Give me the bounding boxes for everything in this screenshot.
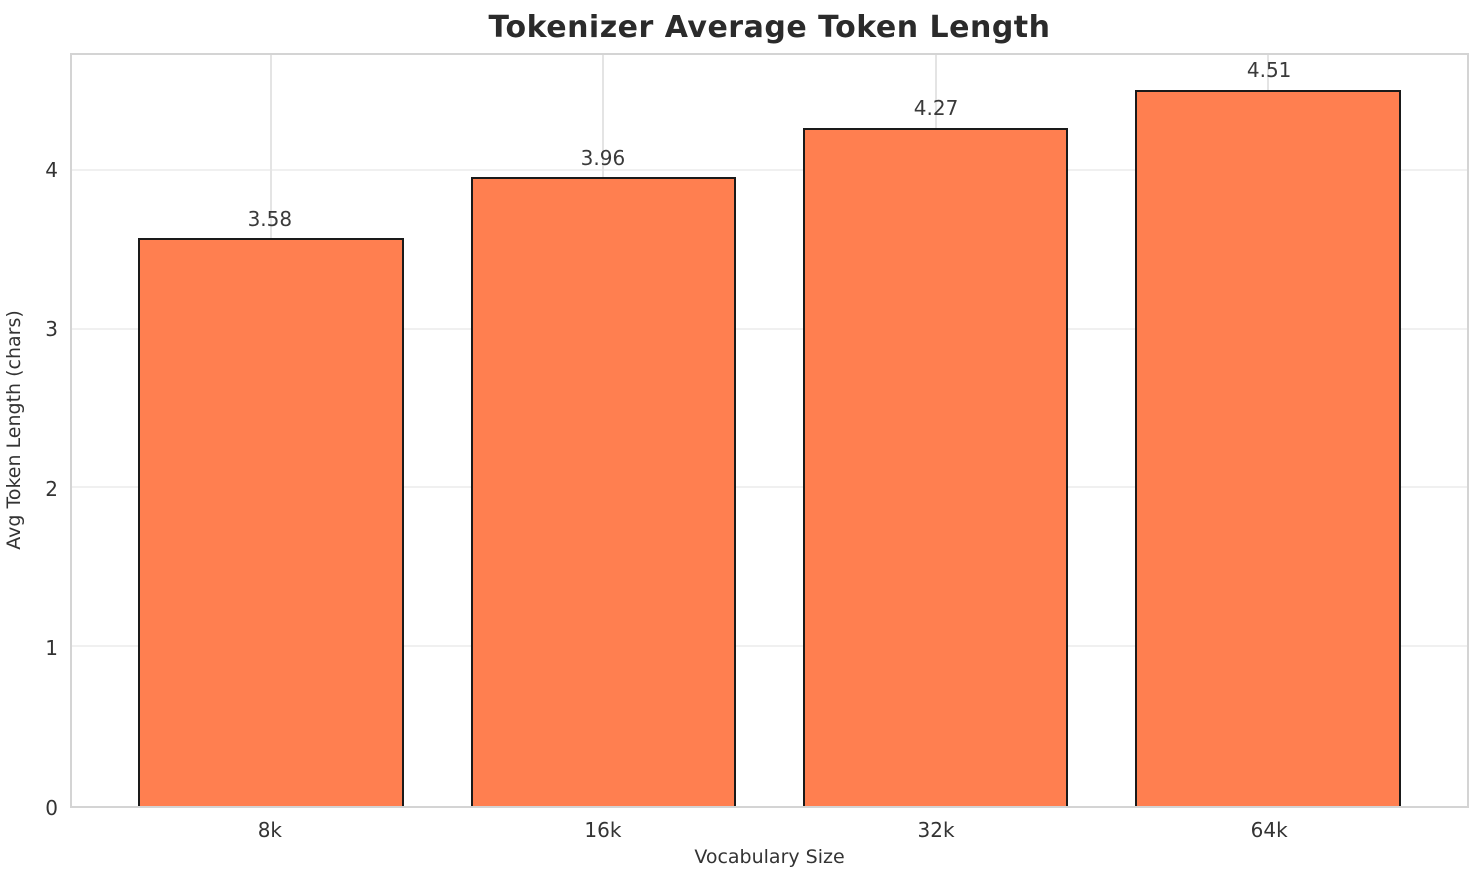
y-tick-label: 4	[45, 157, 58, 182]
y-tick-label: 3	[45, 317, 58, 342]
y-tick-label: 0	[45, 796, 58, 820]
bar-value-label: 4.27	[913, 96, 959, 121]
horizontal-gridline	[72, 327, 1467, 330]
x-tick-label: 32k	[917, 818, 955, 842]
bar-value-label: 3.58	[247, 206, 293, 231]
bar-16k	[470, 177, 737, 806]
bar-64k	[1134, 89, 1401, 806]
plot-area	[70, 53, 1469, 808]
bar-32k	[802, 128, 1069, 806]
x-axis-label: Vocabulary Size	[694, 846, 845, 868]
bar-value-label: 3.96	[580, 145, 626, 170]
x-tick-label: 8k	[257, 818, 282, 842]
horizontal-gridline	[72, 645, 1467, 648]
horizontal-gridline	[72, 486, 1467, 489]
bar-8k	[138, 237, 405, 806]
x-tick-label: 64k	[1250, 818, 1288, 842]
chart-title: Tokenizer Average Token Length	[488, 10, 1051, 45]
x-tick-label: 16k	[584, 818, 622, 842]
y-tick-label: 2	[45, 476, 58, 501]
y-tick-label: 1	[45, 636, 58, 661]
horizontal-gridline	[72, 168, 1467, 171]
bar-value-label: 4.51	[1246, 58, 1292, 83]
y-axis-label: Avg Token Length (chars)	[3, 310, 25, 550]
